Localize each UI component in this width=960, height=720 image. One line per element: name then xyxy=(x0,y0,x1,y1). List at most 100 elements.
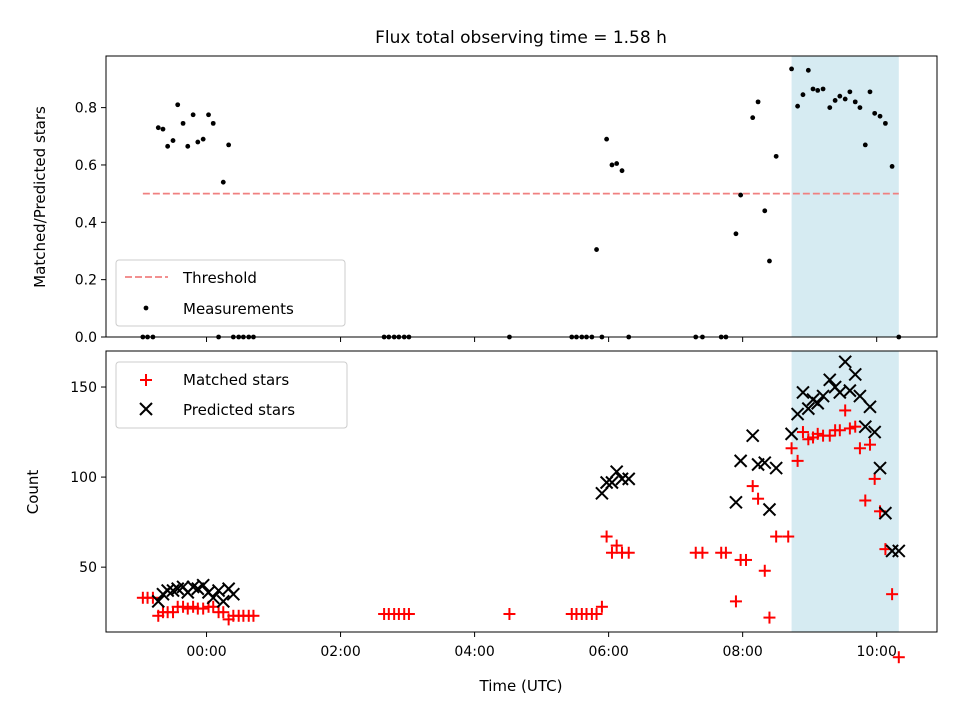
matched-star-point xyxy=(696,546,709,559)
measurement-point xyxy=(614,161,620,166)
y-tick-label: 0.4 xyxy=(75,215,97,231)
predicted-star-point xyxy=(878,506,893,520)
measurement-point xyxy=(842,96,848,102)
measurement-point xyxy=(180,120,186,126)
bottom-legend: Matched stars Predicted stars xyxy=(115,361,348,429)
predicted-star-point xyxy=(216,594,230,609)
matched-star-point xyxy=(853,442,866,455)
predicted-star-point xyxy=(166,583,180,598)
matched-star-point xyxy=(796,426,809,439)
top-panel: 0.00.20.40.60.8 Matched/Predicted stars … xyxy=(31,55,938,346)
predicted-star-point xyxy=(790,407,805,421)
measurement-point xyxy=(810,86,816,92)
measurement-point xyxy=(165,143,171,149)
measurement-point xyxy=(220,179,226,185)
predicted-star-point xyxy=(762,502,777,517)
predicted-star-point xyxy=(843,383,857,398)
predicted-star-point xyxy=(853,389,867,403)
matched-star-point xyxy=(146,591,159,604)
predicted-star-point xyxy=(615,472,629,486)
measurement-point xyxy=(609,162,615,168)
measurement-point xyxy=(175,102,181,108)
y-tick-label: 0.8 xyxy=(75,101,97,117)
bottom-x-ticks: 00:00 02:00 04:00 06:00 08:00 10:00 xyxy=(186,632,897,660)
measurement-point xyxy=(155,125,161,131)
measurement-point xyxy=(805,67,811,73)
top-x-ticks xyxy=(206,337,878,342)
measurement-point xyxy=(594,247,599,252)
measurement-point xyxy=(827,105,833,111)
predicted-star-point xyxy=(867,425,882,439)
predicted-star-point xyxy=(206,591,220,605)
y-tick-label: 50 xyxy=(79,560,97,576)
bottom-y-axis-label: Count xyxy=(24,470,42,515)
measurement-point xyxy=(226,142,232,148)
matched-star-point xyxy=(746,480,759,493)
legend-predicted-swatch xyxy=(139,402,153,416)
predicted-star-point xyxy=(609,464,624,479)
x-tick-label: 04:00 xyxy=(454,644,494,660)
legend-measurements-swatch xyxy=(143,305,149,311)
legend-matched-swatch xyxy=(140,374,152,386)
measurement-point xyxy=(604,136,610,142)
measurement-point xyxy=(815,88,821,93)
bottom-plot-frame xyxy=(105,350,938,633)
predicted-star-point xyxy=(863,400,877,414)
matched-star-point xyxy=(892,651,905,664)
measurement-point xyxy=(862,142,868,148)
measurement-point xyxy=(837,93,843,99)
measurement-point xyxy=(820,86,826,92)
measurement-point xyxy=(889,163,895,169)
y-tick-label: 0.0 xyxy=(75,330,97,346)
measurement-point xyxy=(195,139,201,145)
legend-measurements-label: Measurements xyxy=(183,300,294,318)
predicted-star-point xyxy=(801,401,816,416)
predicted-star-point xyxy=(595,486,609,501)
predicted-star-point xyxy=(605,475,619,490)
measurement-point xyxy=(619,168,625,174)
matched-star-point xyxy=(605,546,618,559)
predicted-star-point xyxy=(838,355,852,369)
predicted-star-point xyxy=(769,461,783,475)
measurement-point xyxy=(750,115,756,121)
x-axis-label: Time (UTC) xyxy=(479,677,563,695)
matched-star-point xyxy=(197,602,210,615)
matched-star-point xyxy=(402,607,415,620)
predicted-star-point xyxy=(151,594,165,609)
matched-star-point xyxy=(181,602,194,615)
predicted-star-point xyxy=(196,578,210,592)
predicted-star-point xyxy=(758,455,772,470)
chart-title: Flux total observing time = 1.58 h xyxy=(375,28,667,48)
predicted-star-point xyxy=(784,427,799,441)
measurement-point xyxy=(767,258,772,264)
measurement-point xyxy=(200,136,206,142)
measurement-point xyxy=(877,113,883,119)
x-tick-label: 10:00 xyxy=(857,644,897,660)
predicted-star-point xyxy=(858,419,872,434)
matched-star-point xyxy=(839,404,852,417)
matched-star-point xyxy=(610,539,623,552)
top-marks xyxy=(140,66,902,340)
matched-star-point xyxy=(770,530,783,543)
matched-star-point xyxy=(811,427,824,440)
matched-star-point xyxy=(849,420,862,433)
measurement-point xyxy=(872,110,878,116)
measurement-point xyxy=(795,103,801,109)
predicted-star-point xyxy=(599,475,614,490)
bottom-marks xyxy=(136,355,906,664)
y-tick-label: 0.6 xyxy=(75,158,97,174)
matched-star-point xyxy=(859,494,872,507)
predicted-star-point xyxy=(848,367,862,382)
matched-star-point xyxy=(791,454,804,467)
legend-matched-label: Matched stars xyxy=(183,371,289,389)
top-y-axis-label: Matched/Predicted stars xyxy=(31,106,49,288)
measurement-point xyxy=(733,231,739,237)
matched-star-point xyxy=(595,600,608,613)
predicted-star-point xyxy=(733,454,748,468)
matched-star-point xyxy=(719,546,732,559)
matched-star-point xyxy=(863,438,876,451)
x-tick-label: 02:00 xyxy=(320,644,360,660)
measurement-point xyxy=(800,92,806,98)
